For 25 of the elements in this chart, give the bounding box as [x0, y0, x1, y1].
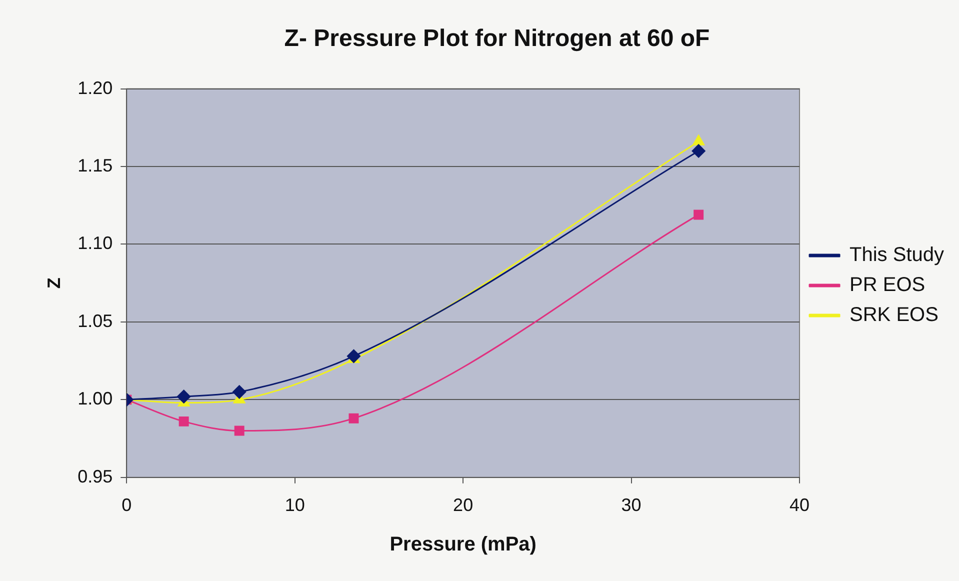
point	[177, 390, 191, 404]
chart-title: Z- Pressure Plot for Nitrogen at 60 oF	[284, 25, 710, 52]
y-tick-label: 1.15	[78, 155, 113, 176]
y-tick-label: 1.20	[78, 78, 113, 98]
x-tick-label: 40	[790, 495, 810, 516]
legend-label: PR EOS	[850, 274, 926, 296]
x-tick-label: 10	[284, 495, 305, 516]
x-tick-label: 30	[621, 495, 642, 516]
y-tick-label: 1.05	[78, 310, 113, 331]
point	[232, 385, 246, 399]
point	[234, 426, 244, 436]
point	[346, 349, 360, 363]
point	[178, 416, 189, 426]
legend-label: This Study	[850, 244, 944, 266]
legend-label: SRK EOS	[850, 304, 938, 326]
x-tick-label: 0	[122, 495, 132, 516]
y-tick-label: 1.00	[78, 388, 113, 409]
y-tick-label: 1.10	[78, 233, 113, 254]
point	[694, 210, 704, 220]
y-tick-label: 0.95	[78, 466, 113, 486]
x-tick-label: 20	[453, 495, 474, 516]
x-axis-title: Pressure (mPa)	[390, 534, 536, 556]
point	[692, 144, 706, 158]
point	[348, 413, 359, 424]
y-axis-title: Z	[44, 278, 64, 289]
